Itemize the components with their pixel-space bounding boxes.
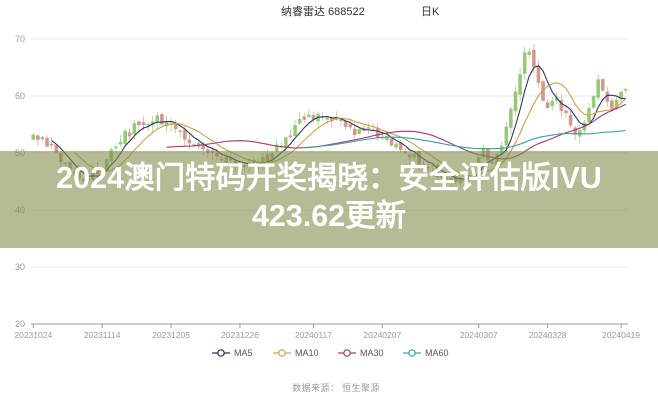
svg-text:20231024: 20231024 <box>14 330 52 340</box>
svg-text:70: 70 <box>15 34 25 44</box>
svg-text:纳睿雷达 688522: 纳睿雷达 688522 <box>281 4 365 18</box>
svg-text:20: 20 <box>15 319 25 329</box>
svg-text:MA5: MA5 <box>234 348 253 358</box>
svg-text:30: 30 <box>15 262 25 272</box>
svg-text:20240419: 20240419 <box>602 330 640 340</box>
svg-text:60: 60 <box>15 91 25 101</box>
svg-text:20240307: 20240307 <box>460 330 498 340</box>
svg-text:20240207: 20240207 <box>363 330 401 340</box>
svg-text:日K: 日K <box>421 6 440 18</box>
svg-text:20231226: 20231226 <box>221 330 259 340</box>
svg-text:数据来源： 恒生聚源: 数据来源： 恒生聚源 <box>292 382 380 393</box>
svg-text:20231205: 20231205 <box>152 330 190 340</box>
svg-text:423.62更新: 423.62更新 <box>252 199 406 233</box>
svg-text:MA60: MA60 <box>425 348 449 358</box>
svg-text:MA30: MA30 <box>360 348 384 358</box>
svg-text:MA10: MA10 <box>295 348 319 358</box>
svg-text:20240328: 20240328 <box>529 330 567 340</box>
svg-text:2024澳门特码开奖揭晓：安全评估版IVU: 2024澳门特码开奖揭晓：安全评估版IVU <box>56 160 602 195</box>
svg-text:20231114: 20231114 <box>84 330 121 340</box>
svg-text:20240117: 20240117 <box>295 330 332 340</box>
